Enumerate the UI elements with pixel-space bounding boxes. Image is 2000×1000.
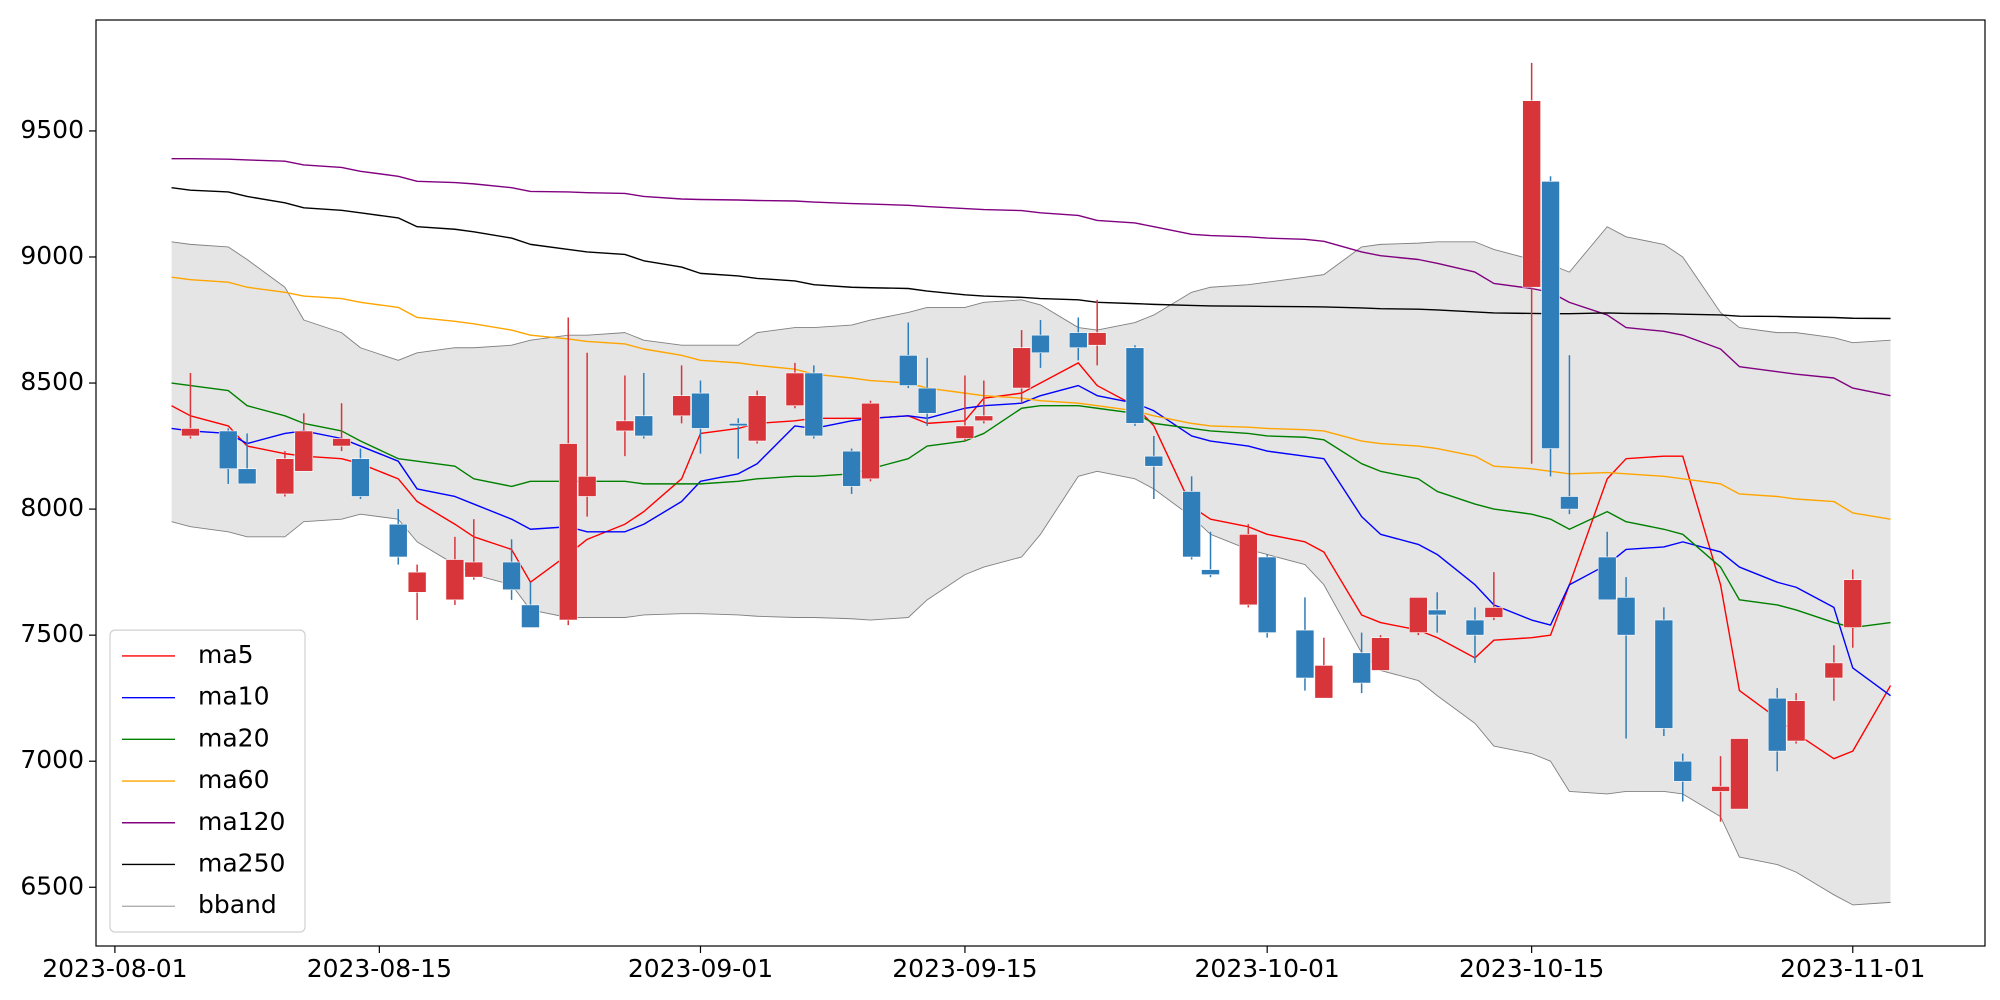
- candle-body: [1314, 665, 1334, 699]
- ma-line: [171, 186, 1891, 320]
- candle-body: [1730, 738, 1749, 810]
- candle-body: [388, 523, 408, 558]
- candle-body: [464, 561, 484, 578]
- candle-body: [1238, 534, 1258, 606]
- y-tick-label: 9500: [20, 115, 84, 144]
- ma-line: [171, 362, 1892, 760]
- candle-body: [218, 430, 238, 470]
- candle-body: [1824, 662, 1844, 679]
- candle-body: [1125, 347, 1145, 424]
- candle-body: [728, 423, 748, 427]
- candle-body: [332, 438, 351, 447]
- legend-label: ma20: [198, 723, 269, 752]
- y-tick-label: 6500: [20, 871, 84, 900]
- candle-body: [1711, 786, 1730, 792]
- x-tick-label: 2023-08-01: [42, 954, 187, 983]
- x-tick-label: 2023-08-15: [307, 954, 452, 983]
- candle-body: [1295, 629, 1315, 679]
- x-tick-label: 2023-09-01: [628, 954, 773, 983]
- candle-body: [577, 476, 597, 497]
- candle-body: [1560, 496, 1579, 510]
- candle-body: [181, 428, 200, 437]
- candle-body: [615, 420, 635, 432]
- candle-body: [1068, 332, 1088, 349]
- candle-body: [1654, 619, 1674, 729]
- candle-body: [521, 604, 540, 628]
- candle-body: [1597, 556, 1617, 601]
- candle-body: [1257, 556, 1277, 633]
- candle-body: [1409, 597, 1428, 633]
- candle-body: [1087, 332, 1107, 346]
- candle-body: [351, 458, 370, 497]
- candle-body: [1371, 637, 1390, 671]
- candle-body: [842, 450, 861, 487]
- legend-label: ma60: [198, 765, 269, 794]
- candle-body: [785, 372, 805, 407]
- candle-body: [407, 571, 427, 593]
- candle-body: [1616, 597, 1636, 636]
- candle-body: [1012, 347, 1031, 389]
- candle-body: [275, 458, 295, 495]
- candle-body: [502, 561, 521, 591]
- legend-label: ma5: [198, 640, 254, 669]
- x-tick-label: 2023-09-15: [892, 954, 1037, 983]
- y-tick-label: 7000: [20, 745, 84, 774]
- candle-body: [1786, 700, 1806, 742]
- candle-body: [1484, 607, 1504, 618]
- candle-body: [237, 468, 257, 485]
- candle-body: [1673, 760, 1693, 782]
- x-tick-label: 2023-11-01: [1780, 954, 1925, 983]
- candle-body: [1352, 652, 1371, 684]
- band-upper: [171, 226, 1891, 361]
- candle-body: [1427, 609, 1447, 616]
- candle-body: [558, 443, 578, 621]
- plot-frame: [95, 19, 1986, 947]
- candle-body: [1031, 334, 1050, 354]
- candle-body: [634, 415, 654, 437]
- candle-body: [1201, 569, 1220, 575]
- candle-body: [1144, 455, 1164, 467]
- y-tick-label: 8000: [20, 493, 84, 522]
- candle-body: [672, 395, 691, 417]
- ma-line: [171, 276, 1891, 520]
- x-tick-label: 2023-10-01: [1195, 954, 1340, 983]
- candle-body: [1541, 181, 1560, 449]
- x-tick-label: 2023-10-15: [1459, 954, 1604, 983]
- candle-body: [1767, 697, 1787, 752]
- legend-label: ma10: [198, 682, 269, 711]
- band-area: [171, 226, 1891, 905]
- legend-label: ma120: [198, 807, 285, 836]
- candle-body: [1465, 619, 1485, 636]
- ma-line: [171, 382, 1891, 629]
- candle-body: [917, 387, 937, 414]
- candle-body: [1522, 100, 1541, 288]
- y-tick-label: 7500: [20, 619, 84, 648]
- candle-body: [861, 402, 880, 480]
- candle-body: [955, 425, 975, 439]
- candle-body: [974, 415, 994, 422]
- legend-box: [109, 629, 306, 933]
- y-tick-label: 8500: [20, 367, 84, 396]
- candle-body: [691, 392, 710, 429]
- legend-label: bband: [198, 890, 277, 919]
- candle-body: [898, 355, 918, 386]
- candle-body: [1843, 579, 1863, 628]
- candle-body: [445, 559, 465, 601]
- candle-body: [294, 430, 314, 472]
- legend-label: ma250: [198, 848, 285, 877]
- candle-body: [747, 395, 767, 442]
- candle-body: [804, 372, 824, 437]
- candle-body: [1182, 491, 1201, 558]
- y-tick-label: 9000: [20, 241, 84, 270]
